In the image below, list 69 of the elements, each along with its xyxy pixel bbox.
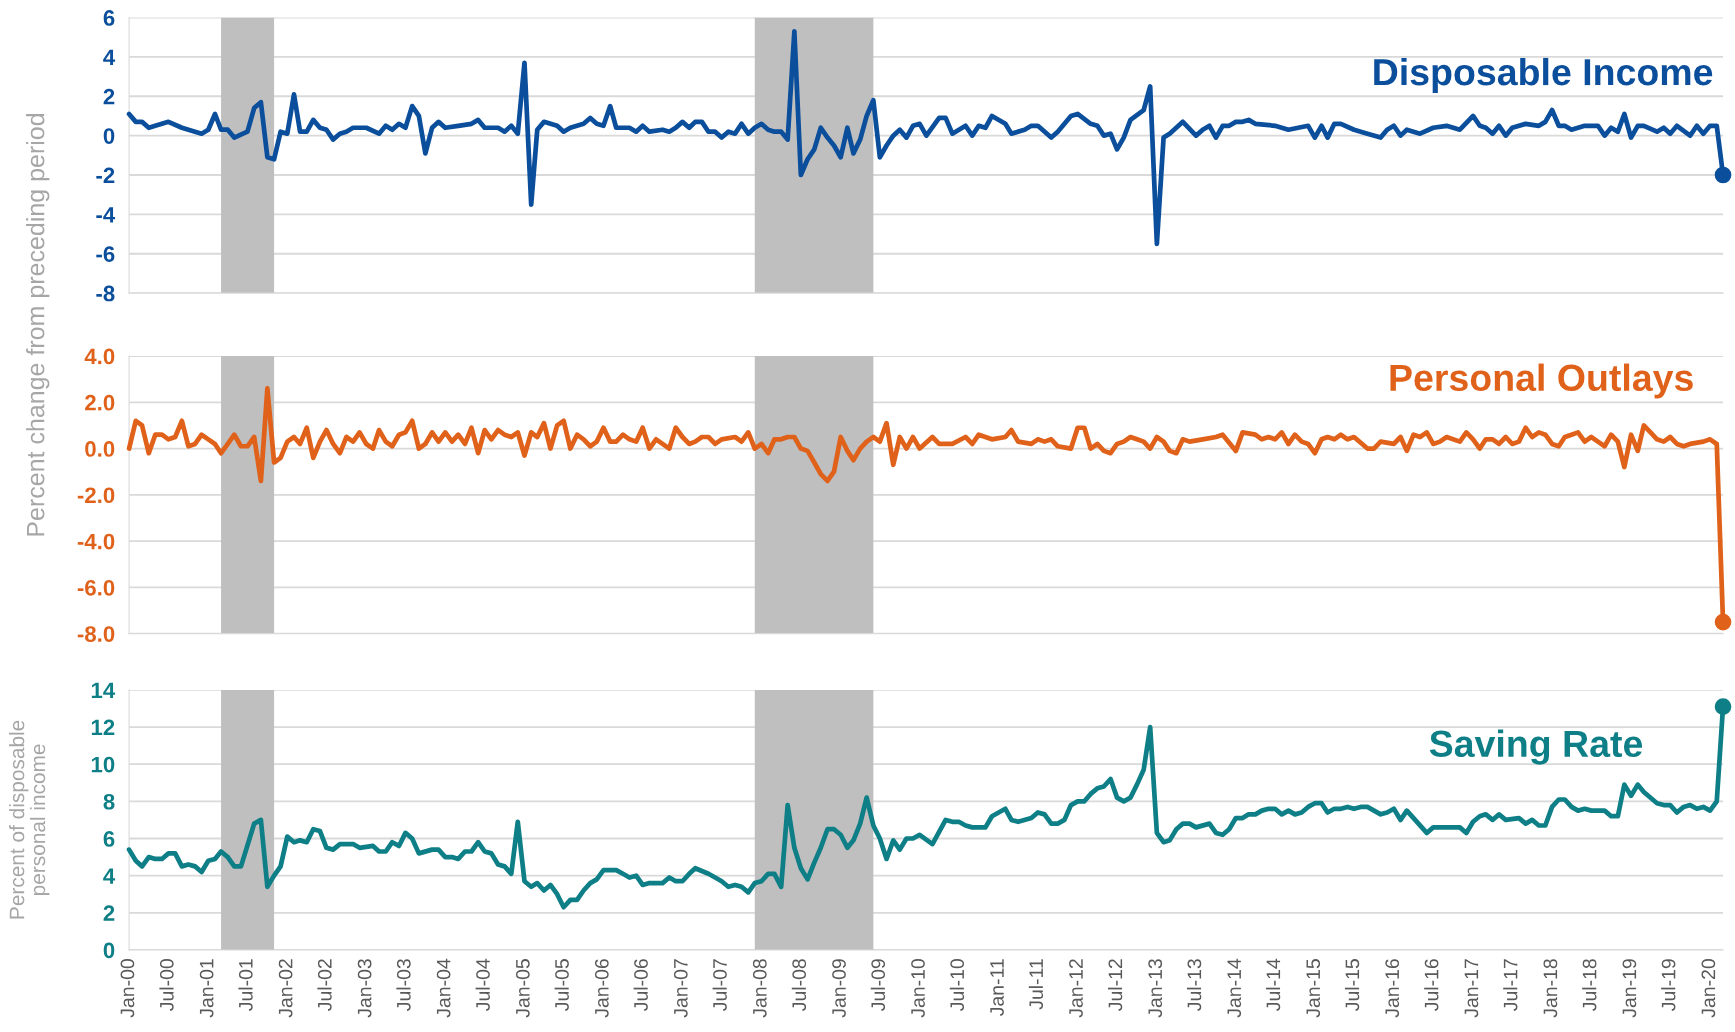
x-tick-label: Jan-13 <box>1148 959 1163 1018</box>
x-tick-label: Jul-06 <box>633 959 648 1011</box>
y-tick-label: 4.0 <box>84 348 115 365</box>
x-tick-label: Jan-16 <box>1385 959 1400 1018</box>
series-label: Saving Rate <box>1429 729 1643 765</box>
x-tick-label: Jan-08 <box>752 959 767 1018</box>
y-tick-label: 0.0 <box>85 441 115 457</box>
x-tick-label: Jan-02 <box>278 959 293 1018</box>
x-tick-label: Jul-03 <box>396 959 411 1011</box>
y-tick-label: 10 <box>91 756 115 773</box>
x-tick-label: Jan-17 <box>1464 959 1479 1018</box>
x-tick-label: Jan-06 <box>594 959 609 1018</box>
y-tick-label: -2.0 <box>77 487 115 504</box>
x-tick-label: Jul-07 <box>712 959 727 1011</box>
y-tick-label: 2 <box>103 88 115 105</box>
y-tick-label: 8 <box>103 793 115 810</box>
y-tick-label: 4 <box>103 868 116 884</box>
y-tick-label: 14 <box>91 682 116 698</box>
x-tick-label: Jul-08 <box>791 959 807 1011</box>
x-tick-label: Jan-00 <box>120 959 135 1018</box>
x-tick-label: Jul-00 <box>159 959 174 1011</box>
x-tick-label: Jan-18 <box>1543 959 1558 1018</box>
y-tick-label: -8.0 <box>77 626 115 642</box>
y-axis-title: Percent change from preceding period <box>26 114 50 536</box>
series-label: Personal Outlays <box>1390 363 1693 399</box>
x-tick-label: Jul-01 <box>238 959 253 1011</box>
y-tick-label: 2.0 <box>85 394 115 411</box>
x-tick-label: Jan-05 <box>515 959 530 1018</box>
y-tick-label: -6 <box>96 246 115 262</box>
x-tick-label: Jul-15 <box>1344 959 1360 1011</box>
x-tick-label: Jul-02 <box>317 959 332 1011</box>
y-tick-label: 4 <box>103 49 116 65</box>
x-tick-label: Jul-10 <box>949 959 965 1011</box>
x-tick-label: Jan-09 <box>832 959 846 1018</box>
x-tick-label: Jul-09 <box>870 959 886 1011</box>
x-tick-label: Jul-13 <box>1186 959 1202 1011</box>
y-tick-label: 0 <box>103 942 115 959</box>
x-tick-label: Jul-16 <box>1424 959 1439 1011</box>
y-tick-label: -4 <box>96 207 116 223</box>
x-tick-label: Jan-07 <box>673 959 688 1018</box>
y-tick-label: 12 <box>91 719 115 736</box>
x-tick-label: Jan-11 <box>990 959 1004 1016</box>
x-tick-label: Jul-04 <box>475 958 490 1011</box>
x-tick-label: Jan-04 <box>436 958 451 1018</box>
x-tick-label: Jul-11 <box>1028 959 1044 1010</box>
y-tick-label: -2 <box>96 167 115 184</box>
y-tick-label: -8 <box>96 285 115 302</box>
x-tick-label: Jan-15 <box>1306 959 1321 1018</box>
x-tick-label: Jan-10 <box>911 959 925 1018</box>
x-tick-label: Jan-01 <box>199 959 214 1018</box>
x-tick-label: Jan-20 <box>1701 959 1716 1018</box>
x-tick-label: Jul-14 <box>1265 958 1281 1011</box>
x-tick-label: Jul-12 <box>1107 959 1123 1011</box>
x-tick-label: Jan-12 <box>1069 959 1083 1018</box>
x-tick-label: Jul-18 <box>1582 959 1597 1011</box>
y-tick-label: 2 <box>103 905 115 921</box>
x-tick-label: Jul-19 <box>1661 959 1676 1011</box>
y-tick-label: -6.0 <box>77 579 115 596</box>
y-axis-title: Percent of disposable personal income <box>9 720 50 919</box>
series-label: Disposable Income <box>1374 57 1713 93</box>
y-tick-label: 0 <box>103 128 115 144</box>
y-tick-label: -4.0 <box>77 533 115 550</box>
x-tick-label: Jan-03 <box>357 959 372 1018</box>
y-tick-label: 6 <box>103 10 115 26</box>
x-tick-label: Jul-17 <box>1503 959 1518 1011</box>
y-tick-label: 6 <box>103 831 115 847</box>
x-tick-label: Jan-19 <box>1622 959 1637 1018</box>
x-tick-label: Jul-05 <box>554 959 569 1011</box>
x-tick-label: Jan-14 <box>1227 958 1242 1018</box>
